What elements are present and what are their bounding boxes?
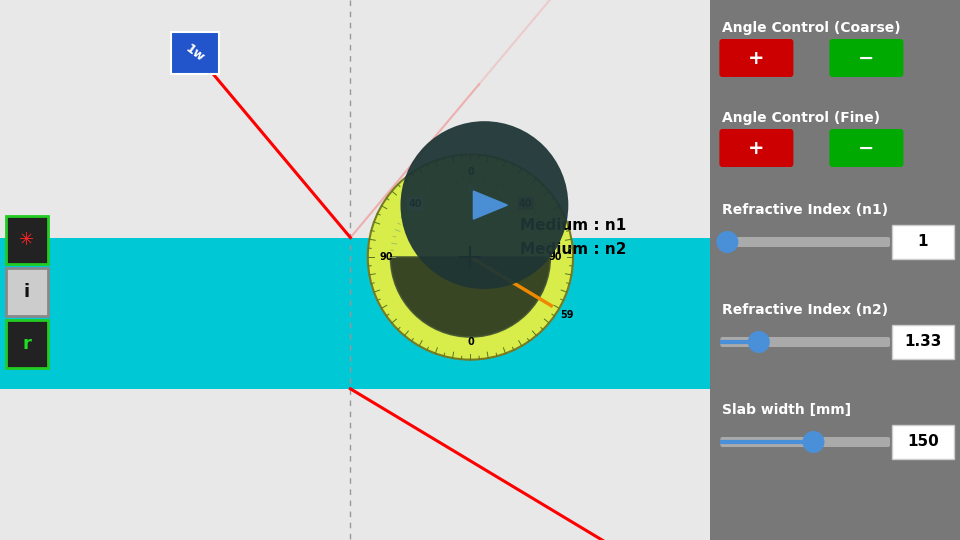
Text: ✳: ✳ [19, 231, 35, 248]
Text: +: + [748, 138, 765, 158]
Polygon shape [473, 191, 508, 219]
Text: 1w: 1w [182, 42, 206, 65]
Text: 90: 90 [548, 252, 562, 262]
Text: Slab width [mm]: Slab width [mm] [722, 403, 852, 417]
FancyBboxPatch shape [719, 129, 793, 167]
Text: Refractive Index (n1): Refractive Index (n1) [722, 203, 889, 217]
Circle shape [400, 121, 568, 289]
Text: 90: 90 [379, 252, 393, 262]
FancyBboxPatch shape [6, 320, 48, 368]
FancyBboxPatch shape [892, 425, 954, 459]
Text: 40: 40 [408, 199, 421, 209]
FancyBboxPatch shape [720, 437, 890, 447]
Text: Refractive Index (n2): Refractive Index (n2) [722, 303, 889, 317]
Circle shape [368, 154, 573, 360]
Text: 40: 40 [519, 199, 533, 209]
Text: i: i [24, 282, 30, 301]
FancyBboxPatch shape [892, 325, 954, 359]
Text: 0: 0 [467, 186, 474, 196]
FancyBboxPatch shape [171, 32, 219, 75]
FancyBboxPatch shape [6, 215, 48, 264]
Wedge shape [391, 257, 550, 337]
Text: −: − [858, 138, 875, 158]
Text: +: + [748, 49, 765, 68]
FancyBboxPatch shape [829, 39, 903, 77]
FancyBboxPatch shape [719, 39, 793, 77]
Text: Angle Control (Fine): Angle Control (Fine) [722, 111, 880, 125]
Bar [710, 0, 960, 540]
FancyBboxPatch shape [6, 268, 48, 315]
FancyBboxPatch shape [892, 225, 954, 259]
Text: 1: 1 [918, 234, 928, 249]
Circle shape [748, 331, 770, 353]
Text: Medium : n2: Medium : n2 [520, 242, 627, 257]
Text: 1.33: 1.33 [904, 334, 942, 349]
Bar [710, 238, 960, 389]
FancyBboxPatch shape [720, 237, 890, 247]
Text: 0: 0 [467, 336, 474, 347]
FancyBboxPatch shape [720, 337, 890, 347]
Text: 0: 0 [467, 167, 474, 178]
Text: Medium : n1: Medium : n1 [520, 218, 627, 233]
Text: r: r [23, 335, 32, 353]
Text: −: − [858, 49, 875, 68]
FancyBboxPatch shape [829, 129, 903, 167]
Text: 59: 59 [561, 310, 574, 320]
Circle shape [716, 231, 738, 253]
Text: 150: 150 [907, 435, 939, 449]
Text: Angle Control (Coarse): Angle Control (Coarse) [722, 21, 901, 35]
Bar [0, 238, 710, 389]
Circle shape [803, 431, 825, 453]
